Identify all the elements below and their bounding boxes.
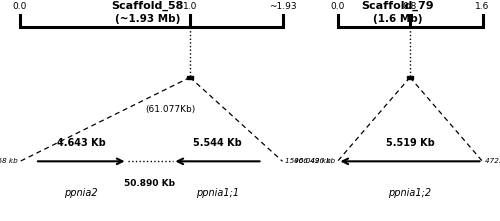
Text: 1.6: 1.6: [476, 2, 490, 11]
Text: 4.643 Kb: 4.643 Kb: [57, 138, 106, 148]
Text: (61.077Kb): (61.077Kb): [145, 105, 196, 114]
Text: (~1.93 Mb): (~1.93 Mb): [115, 14, 180, 24]
Text: Scaffold_58: Scaffold_58: [112, 1, 184, 11]
Text: ppnia2: ppnia2: [64, 188, 98, 198]
Text: 0.0: 0.0: [13, 2, 27, 11]
Text: 50.890 Kb: 50.890 Kb: [124, 179, 176, 188]
Text: 5.544 Kb: 5.544 Kb: [193, 138, 242, 148]
Text: ppnia1;1: ppnia1;1: [196, 188, 239, 198]
Text: ppnia1;2: ppnia1;2: [388, 188, 432, 198]
Text: ~1.93: ~1.93: [268, 2, 296, 11]
Text: 1.0: 1.0: [183, 2, 197, 11]
Text: 1590.042 kb: 1590.042 kb: [285, 158, 331, 164]
Bar: [407, 76, 413, 79]
Text: (1.6 Mb): (1.6 Mb): [373, 14, 422, 24]
Text: 466.496 kb: 466.496 kb: [294, 158, 335, 164]
Text: 1528.968 kb: 1528.968 kb: [0, 158, 18, 164]
Text: 472.014 kb: 472.014 kb: [485, 158, 500, 164]
Text: 5.519 Kb: 5.519 Kb: [386, 138, 434, 148]
Text: Scaffold_79: Scaffold_79: [361, 1, 434, 11]
Text: 0.8: 0.8: [403, 2, 417, 11]
Text: 0.0: 0.0: [330, 2, 344, 11]
Bar: [187, 76, 193, 79]
